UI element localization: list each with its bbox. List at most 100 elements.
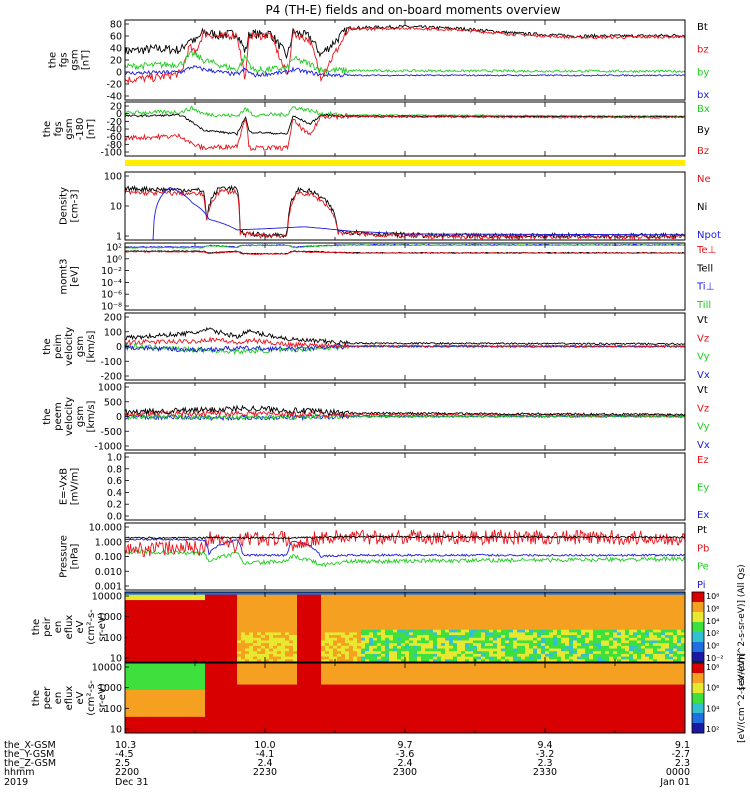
spectrogram-cell [585,651,590,655]
spectrogram-cell [269,613,274,617]
spectrogram-cell [417,600,422,604]
spectrogram-cell [225,703,230,707]
spectrogram-cell [261,621,266,625]
spectrogram-cell [569,621,574,625]
spectrogram-cell [549,624,554,628]
spectrogram-cell [569,640,574,644]
spectrogram-cell [133,618,138,623]
spectrogram-cell [333,632,338,636]
spectrogram-cell [473,653,478,658]
spectrogram-cell [621,618,626,623]
spectrogram-cell [405,651,410,655]
spectrogram-cell [205,679,210,683]
legend-entry-By: By [697,125,710,136]
spectrogram-cell [597,648,602,652]
spectrogram-cell [357,659,362,663]
spectrogram-cell [305,627,310,631]
spectrogram-cell [293,605,298,609]
spectrogram-cell [261,681,266,685]
spectrogram-cell [593,597,598,601]
spectrogram-cell [225,687,230,691]
spectrogram-cell [529,656,534,660]
spectrogram-cell [533,656,538,660]
spectrogram-cell [509,624,514,628]
spectrogram-cell [481,632,486,636]
spectrogram-cell [185,698,190,702]
spectrogram-cell [285,637,290,641]
spectrogram-cell [189,681,194,685]
spectrogram-cell [461,613,466,617]
spectrogram-cell [441,635,446,639]
spectrogram-cell [361,608,366,612]
spectrogram-cell [189,722,194,726]
spectrogram-cell [189,692,194,696]
spectrogram-cell [245,673,250,677]
spectrogram-cell [233,719,238,723]
spectrogram-cell [201,727,206,731]
spectrogram-cell [489,602,494,606]
spectrogram-cell [237,656,242,660]
spectrogram-cell [501,637,506,641]
spectrogram-cell [349,608,354,612]
spectrogram-cell [257,608,262,612]
spectrogram-cell [465,597,470,601]
spectrogram-cell [645,613,650,617]
spectrogram-cell [249,673,254,677]
spectrogram-cell [501,600,506,604]
spectrogram-cell [245,648,250,652]
spectrogram-cell [173,700,178,704]
spectrogram-cell [141,730,146,734]
spectrogram-cell [453,653,458,658]
spectrogram-cell [325,629,330,633]
spectrogram-cell [209,602,214,606]
spectrogram-cell [321,592,326,596]
spectrogram-cell [201,708,206,712]
spectrogram-cell [273,643,278,647]
spectrogram-cell [209,724,214,729]
spectrogram-cell [309,602,314,606]
spectrogram-cell [421,602,426,606]
spectrogram-cell [653,624,658,628]
spectrogram-cell [173,643,178,647]
spectrogram-cell [565,627,570,631]
spectrogram-cell [613,627,618,631]
spectrogram-cell [369,653,374,658]
spectrogram-cell [581,659,586,663]
spectrogram-cell [513,651,518,655]
spectrogram-cell [177,668,182,672]
spectrogram-cell [389,621,394,625]
y-tick-label: 1000 [98,612,122,623]
spectrogram-cell [565,635,570,639]
spectrogram-cell [181,689,186,694]
spectrogram-cell [157,689,162,694]
spectrogram-cell [313,653,318,658]
spectrogram-cell [641,621,646,625]
spectrogram-cell [525,610,530,614]
spectrogram-cell [517,600,522,604]
spectrogram-cell [249,665,254,669]
spectrogram-cell [513,600,518,604]
spectrogram-cell [605,651,610,655]
spectrogram-cell [437,592,442,596]
spectrogram-cell [377,656,382,660]
spectrogram-cell [545,621,550,625]
spectrogram-cell [345,648,350,652]
spectrogram-cell [505,651,510,655]
spectrogram-cell [265,695,270,699]
spectrogram-cell [257,618,262,623]
spectrogram-cell [225,659,230,663]
spectrogram-cell [165,640,170,644]
spectrogram-cell [161,608,166,612]
spectrogram-cell [261,627,266,631]
spectrogram-cell [477,597,482,601]
spectrogram-cell [241,679,246,683]
spectrogram-cell [173,610,178,614]
spectrogram-cell [553,624,558,628]
spectrogram-cell [469,629,474,633]
spectrogram-cell [229,665,234,669]
spectrogram-cell [233,668,238,672]
spectrogram-cell [189,616,194,620]
spectrogram-cell [673,616,678,620]
spectrogram-cell [453,629,458,633]
spectrogram-cell [173,668,178,672]
